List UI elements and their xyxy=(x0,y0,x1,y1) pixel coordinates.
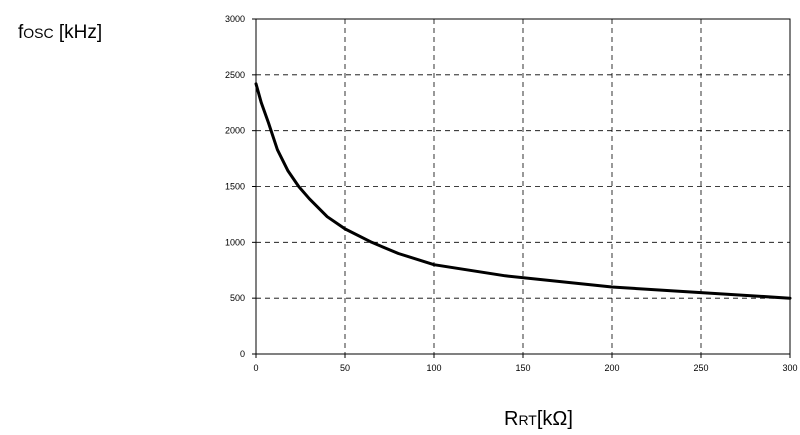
x-axis-label-main: R xyxy=(504,408,519,430)
y-tick-label: 2500 xyxy=(225,70,245,80)
x-tick-label: 300 xyxy=(782,363,797,373)
y-tick-label: 500 xyxy=(230,293,245,303)
y-axis-label-main: f xyxy=(18,22,24,43)
y-tick-label: 3000 xyxy=(225,14,245,24)
x-tick-label: 250 xyxy=(693,363,708,373)
x-tick-label: 150 xyxy=(515,363,530,373)
series-line xyxy=(254,82,792,300)
x-tick-label: 100 xyxy=(426,363,441,373)
x-axis-label-unit: [kΩ] xyxy=(536,408,573,430)
y-tick-label: 1000 xyxy=(225,237,245,247)
x-tick-label: 0 xyxy=(253,363,258,373)
x-axis-label: RRT[kΩ] xyxy=(504,408,573,431)
y-axis-label-unit: [kHz] xyxy=(53,22,103,43)
x-tick-label: 200 xyxy=(604,363,619,373)
y-axis-label-sub: OSC xyxy=(23,25,54,41)
x-axis-label-sub: RT xyxy=(518,412,537,428)
y-axis-label: fOSC [kHz] xyxy=(18,22,102,44)
x-tick-label: 50 xyxy=(340,363,350,373)
y-tick-label: 2000 xyxy=(225,126,245,136)
y-tick-label: 0 xyxy=(240,349,245,359)
y-tick-label: 1500 xyxy=(225,182,245,192)
